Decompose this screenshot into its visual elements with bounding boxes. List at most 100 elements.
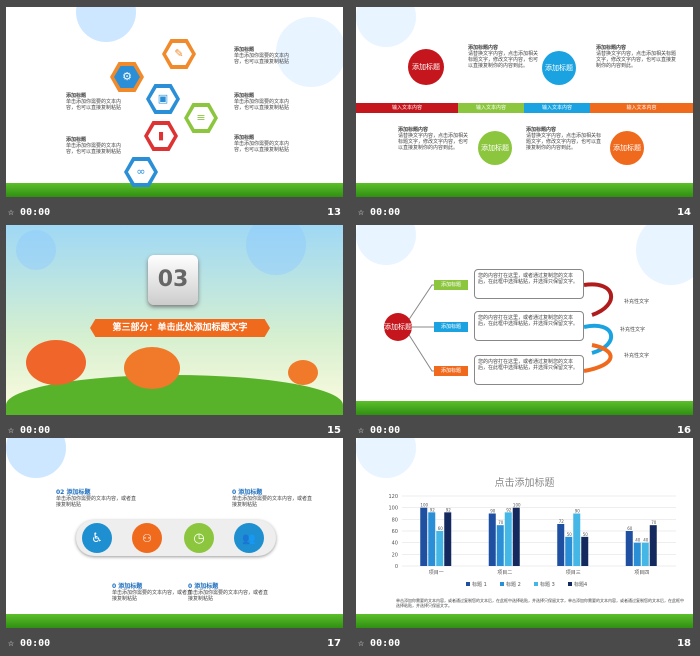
handshake-icon: ⚇ [132,523,162,553]
text-box: 您的内容打在这里，或者通过复制您的文本后，在此框中选择粘贴，并选择只保留文字。 [474,355,584,385]
bar [573,513,581,566]
data-label: 70 [498,520,504,525]
legend-swatch [534,582,538,586]
data-label: 60 [438,526,444,531]
slide-thumb-15[interactable]: 03 第三部分：单击此处添加标题文字 ☆ 00:00 15 [6,225,343,443]
bar [444,512,452,566]
clock-icon: ◷ [184,523,214,553]
grass-decor [356,401,693,415]
y-tick-label: 60 [392,529,398,535]
transition-time: ☆ 00:00 [8,207,51,218]
legend-label: 标题4 [574,581,587,588]
x-tick-label: 项目四 [634,570,649,576]
slide-thumb-18[interactable]: 点击添加标题 0 20 40 60 80 100 120 100 92 60 92 项目一 90 70 92… [356,438,693,656]
slide-canvas: 点击添加标题 0 20 40 60 80 100 120 100 92 60 92 项目一 90 70 92… [356,438,693,628]
legend-label: 标题 1 [472,581,487,588]
bar-segment: 输入文本内容 [590,103,693,113]
bar [557,524,565,566]
slide-status-bar: ☆ 00:00 15 [8,425,341,436]
slide-transition-icon: ☆ [358,207,371,218]
slide-thumb-16[interactable]: 添加标题 添加标题 添加标题 添加标题 您的内容打在这里，或者通过复制您的文本后… [356,225,693,443]
data-label: 90 [490,509,496,514]
tree-decor [26,340,86,385]
group-icon: 👥 [234,523,264,553]
gear-icon: ⚙ [110,62,144,92]
slide-number: 14 [677,207,691,218]
title-circle: 添加标题 [542,51,576,85]
text-box: 您的内容打在这里，或者通过复制您的文本后，在此框中选择粘贴，并选择只保留文字。 [474,269,584,299]
section-title: 第三部分：单击此处添加标题文字 [90,319,270,337]
slide-canvas: 添加标题 添加标题 添加标题 添加标题 您的内容打在这里，或者通过复制您的文本后… [356,225,693,415]
branch-tag: 添加标题 [434,280,468,290]
slide-canvas: 添加标题 添加标题 添加标题 添加标题 输入文本内容 输入文本内容 输入文本内容… [356,7,693,197]
text-box: 您的内容打在这里，或者通过复制您的文本后，在此框中选择粘贴，并选择只保留文字。 [474,311,584,341]
slide-thumb-14[interactable]: 添加标题 添加标题 添加标题 添加标题 输入文本内容 输入文本内容 输入文本内容… [356,7,693,225]
y-tick-label: 100 [388,506,398,512]
slide-number: 15 [327,425,341,436]
tree-decor [288,360,318,385]
y-tick-label: 20 [392,552,398,558]
grass-decor [6,614,343,628]
slide-canvas: ♿ ⚇ ◷ 👥 02 添加标题 单击添加你需要的文本内容，或者直接复制粘贴 0 添… [6,438,343,628]
data-label: 92 [446,507,452,512]
grass-decor [6,183,343,197]
data-label: 40 [635,538,641,543]
data-label: 100 [420,503,428,508]
chart-title: 点击添加标题 [494,478,555,489]
data-label: 50 [583,532,589,537]
title-circle: 添加标题 [478,131,512,165]
grass-decor [356,183,693,197]
slide-transition-icon: ☆ [8,425,21,436]
legend-label: 标题 3 [540,581,555,588]
slide-number: 16 [677,425,691,436]
bar [504,512,512,566]
document-icon: ≡ [184,103,218,133]
y-tick-label: 0 [395,564,398,570]
y-tick-label: 40 [392,541,398,547]
slide-thumb-17[interactable]: ♿ ⚇ ◷ 👥 02 添加标题 单击添加你需要的文本内容，或者直接复制粘贴 0 添… [6,438,343,656]
bar [428,512,436,566]
bar [641,542,649,566]
slide-status-bar: ☆ 00:00 14 [358,207,691,218]
slide-canvas: 03 第三部分：单击此处添加标题文字 [6,225,343,415]
link-icon: ∞ [124,157,158,187]
grass-decor [356,614,693,628]
slide-transition-icon: ☆ [8,207,21,218]
legend-swatch [500,582,504,586]
branch-tag: 添加标题 [434,366,468,376]
slide-canvas: ✎ ⚙ ▣ ≡ ▮ ∞ 添加标题 单击添加你需要的文本内容，也可以直接复制粘贴 添… [6,7,343,197]
slide-number: 18 [677,638,691,649]
data-label: 70 [651,520,657,525]
slide-status-bar: ☆ 00:00 18 [358,638,691,649]
x-tick-label: 项目三 [566,570,581,576]
edit-icon: ✎ [162,39,196,69]
data-label: 92 [506,507,512,512]
data-label: 60 [627,526,633,531]
data-label: 40 [643,538,649,543]
legend-swatch [568,582,572,586]
legend-swatch [466,582,470,586]
bar [633,542,641,566]
slide-status-bar: ☆ 00:00 16 [358,425,691,436]
tree-decor [124,347,180,389]
x-tick-label: 项目二 [497,570,512,576]
data-label: 90 [575,509,581,514]
slide-transition-icon: ☆ [358,638,371,649]
chart-icon: ▮ [144,121,178,151]
legend-label: 标题 2 [506,581,521,588]
slide-number: 13 [327,207,341,218]
data-label: 72 [559,519,565,524]
bar [496,525,504,566]
y-tick-label: 120 [388,494,398,500]
slide-thumb-13[interactable]: ✎ ⚙ ▣ ≡ ▮ ∞ 添加标题 单击添加你需要的文本内容，也可以直接复制粘贴 添… [6,7,343,225]
bar-chart: 020406080100120100926092项目一907092100项目二7… [388,494,676,588]
briefcase-icon: ▣ [146,84,180,114]
bar [581,536,589,566]
bar [420,507,428,566]
bar-segment: 输入文本内容 [524,103,590,113]
bar [625,531,633,566]
bar [512,507,520,566]
person-icon: ♿ [82,523,112,553]
data-label: 100 [513,503,521,508]
bar-segment: 输入文本内容 [356,103,458,113]
